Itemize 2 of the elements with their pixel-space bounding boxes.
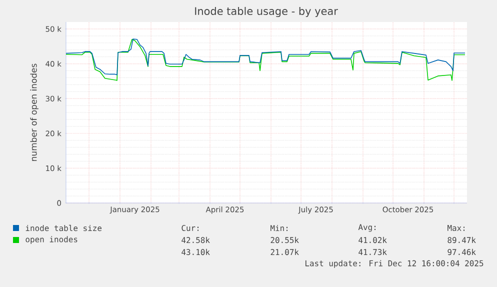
chart-title: Inode table usage - by year: [195, 6, 338, 18]
y-axis-title: number of open inodes: [30, 64, 38, 161]
